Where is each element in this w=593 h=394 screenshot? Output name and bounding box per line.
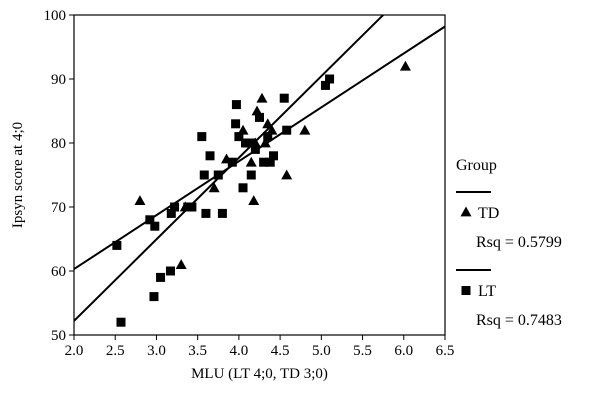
y-tick-label: 60 xyxy=(51,264,66,280)
point-lt xyxy=(246,138,256,148)
x-tick-label: 6.0 xyxy=(394,343,413,359)
legend: Group TD Rsq = 0.5799 LT Rsq = 0.7483 xyxy=(456,157,562,329)
y-axis: 50 60 70 80 90 100 xyxy=(44,8,74,344)
point-lt xyxy=(170,202,180,212)
regression-lines xyxy=(74,15,445,322)
point-lt xyxy=(231,119,241,129)
point-lt xyxy=(250,144,260,154)
point-lt xyxy=(197,132,207,142)
point-lt xyxy=(255,112,264,122)
x-tick-label: 5.5 xyxy=(353,343,372,359)
point-lt xyxy=(187,202,197,212)
point-lt xyxy=(234,132,244,142)
point-lt xyxy=(201,208,211,218)
point-lt xyxy=(227,157,237,167)
point-lt xyxy=(199,170,209,180)
legend-rsq-lt: Rsq = 0.7483 xyxy=(476,312,562,329)
point-lt xyxy=(246,170,256,180)
x-tick-label: 2.5 xyxy=(106,343,125,359)
point-lt xyxy=(231,100,241,110)
x-tick-label: 2.0 xyxy=(65,343,84,359)
point-lt xyxy=(205,151,215,161)
point-td xyxy=(245,156,257,167)
y-tick-label: 90 xyxy=(51,72,66,88)
legend-label-lt: LT xyxy=(478,283,496,300)
point-td xyxy=(299,124,311,135)
x-tick-label: 3.0 xyxy=(147,343,166,359)
legend-triangle-icon xyxy=(460,206,472,217)
legend-title: Group xyxy=(456,157,497,174)
legend-label-td: TD xyxy=(478,205,499,222)
point-lt xyxy=(263,132,273,142)
plot-border xyxy=(73,14,446,336)
x-tick-label: 6.5 xyxy=(436,343,455,359)
point-td xyxy=(262,118,274,129)
x-axis: 2.0 2.5 3.0 3.5 4.0 4.5 5.0 5.5 6.0 6.5 xyxy=(65,335,455,359)
point-lt xyxy=(217,208,227,218)
data-points xyxy=(112,60,411,327)
point-lt xyxy=(165,266,175,276)
plot-frame xyxy=(73,14,446,336)
point-lt xyxy=(238,183,248,193)
point-lt xyxy=(150,221,160,231)
point-td xyxy=(134,195,146,205)
point-lt xyxy=(112,240,122,250)
y-tick-label: 100 xyxy=(44,8,67,24)
point-td xyxy=(175,259,187,269)
point-td xyxy=(281,169,293,180)
point-lt xyxy=(240,138,250,148)
point-td xyxy=(259,137,271,148)
point-lt xyxy=(320,80,330,90)
point-lt xyxy=(213,170,223,180)
point-lt xyxy=(265,157,275,167)
point-lt xyxy=(259,157,269,167)
point-lt xyxy=(156,272,166,282)
y-tick-label: 80 xyxy=(51,136,66,152)
point-lt xyxy=(145,215,155,225)
x-tick-label: 3.5 xyxy=(188,343,207,359)
point-lt xyxy=(279,93,289,103)
point-lt xyxy=(149,292,159,302)
point-lt xyxy=(269,151,279,161)
point-td xyxy=(248,195,260,205)
point-lt xyxy=(166,208,176,218)
legend-square-icon xyxy=(461,286,471,295)
y-tick-label: 50 xyxy=(51,328,66,344)
point-lt xyxy=(282,125,292,135)
x-tick-label: 4.5 xyxy=(271,343,290,359)
legend-rsq-td: Rsq = 0.5799 xyxy=(476,234,562,251)
point-lt xyxy=(325,74,335,84)
y-tick-label: 70 xyxy=(51,200,66,216)
point-td xyxy=(256,92,268,103)
x-tick-label: 5.0 xyxy=(312,343,331,359)
point-lt xyxy=(116,317,126,327)
y-axis-title: Ipsyn score at 4;0 xyxy=(10,122,26,228)
point-td xyxy=(208,182,220,193)
point-td xyxy=(399,60,411,71)
x-axis-title: MLU (LT 4;0, TD 3;0) xyxy=(191,366,328,382)
x-tick-label: 4.0 xyxy=(230,343,249,359)
